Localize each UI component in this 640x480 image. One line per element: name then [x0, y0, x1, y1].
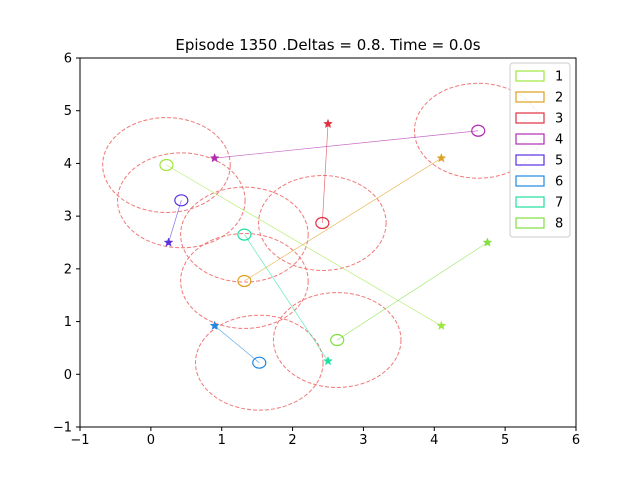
delta-circle	[117, 152, 246, 249]
agent-marker	[252, 356, 267, 369]
agent-goal-line	[244, 157, 442, 282]
agent-goal-line	[214, 325, 260, 363]
agent-marker	[315, 216, 330, 230]
x-tick-label: 0	[147, 433, 155, 448]
x-tick-label: 4	[430, 433, 438, 448]
goal-star-marker	[482, 237, 493, 247]
agent-goal-line	[166, 164, 442, 327]
delta-circle	[194, 314, 324, 411]
plot-frame	[79, 57, 577, 428]
agent-marker	[174, 194, 189, 207]
legend-swatch	[515, 154, 545, 166]
delta-circle	[180, 186, 309, 283]
y-tick-label: −1	[53, 421, 72, 436]
legend-swatch	[515, 175, 545, 187]
axis-ticks: −1 0 1 2 3 4 5 6 −1 0 1 2 3 4 5 6	[53, 52, 580, 449]
legend-box	[509, 62, 571, 238]
legend-label: 4	[555, 133, 563, 148]
y-tick-label: 5	[64, 104, 72, 119]
legend-label: 3	[555, 112, 563, 127]
plot-area	[102, 82, 543, 411]
agent-goal-line	[337, 242, 488, 341]
agent-goal-line	[214, 130, 479, 159]
x-tick-label: 6	[572, 433, 580, 448]
agent-marker	[159, 158, 174, 172]
legend-label: 2	[555, 91, 563, 106]
goal-star-marker	[436, 320, 447, 331]
legend-swatch	[515, 133, 545, 145]
x-tick-label: 5	[501, 433, 509, 448]
agent-marker	[237, 228, 252, 241]
y-tick-label: 0	[64, 368, 72, 383]
agent-marker	[330, 333, 345, 347]
agent-marker	[471, 124, 486, 137]
legend-swatch	[515, 70, 545, 82]
legend-swatch	[515, 196, 545, 208]
legend-swatch	[515, 91, 545, 103]
legend-label: 6	[555, 175, 563, 190]
agent-goal-line	[244, 234, 329, 362]
legend-label: 1	[555, 70, 563, 85]
y-tick-label: 2	[64, 262, 72, 277]
x-tick-label: 1	[218, 433, 226, 448]
x-tick-label: 2	[288, 433, 296, 448]
legend-swatch	[515, 112, 545, 124]
delta-circle	[258, 175, 387, 271]
goal-star-marker	[436, 152, 447, 163]
legend-label: 7	[555, 196, 563, 211]
agent-goal-line	[321, 123, 329, 224]
agent-marker	[237, 274, 252, 288]
goal-star-marker	[323, 355, 333, 366]
y-tick-label: 1	[64, 315, 72, 330]
legend: 1 2 3 4 5 6 7 8	[509, 62, 571, 238]
goal-star-marker	[209, 152, 220, 163]
legend-label: 8	[555, 217, 563, 232]
y-tick-label: 3	[64, 210, 72, 225]
x-tick-label: 3	[359, 433, 367, 448]
delta-circle	[102, 117, 231, 213]
chart-title: Episode 1350 .Deltas = 0.8. Time = 0.0s	[175, 36, 480, 54]
y-tick-label: 6	[64, 52, 72, 67]
y-tick-label: 4	[64, 157, 72, 172]
agent-goal-line	[168, 200, 182, 243]
goal-star-marker	[209, 320, 220, 331]
legend-swatch	[515, 217, 545, 229]
goal-star-marker	[163, 237, 174, 247]
x-tick-label: −1	[70, 433, 89, 448]
delta-circle	[272, 292, 402, 388]
legend-label: 5	[555, 154, 563, 169]
goal-star-marker	[323, 118, 333, 129]
delta-circle	[180, 233, 309, 329]
